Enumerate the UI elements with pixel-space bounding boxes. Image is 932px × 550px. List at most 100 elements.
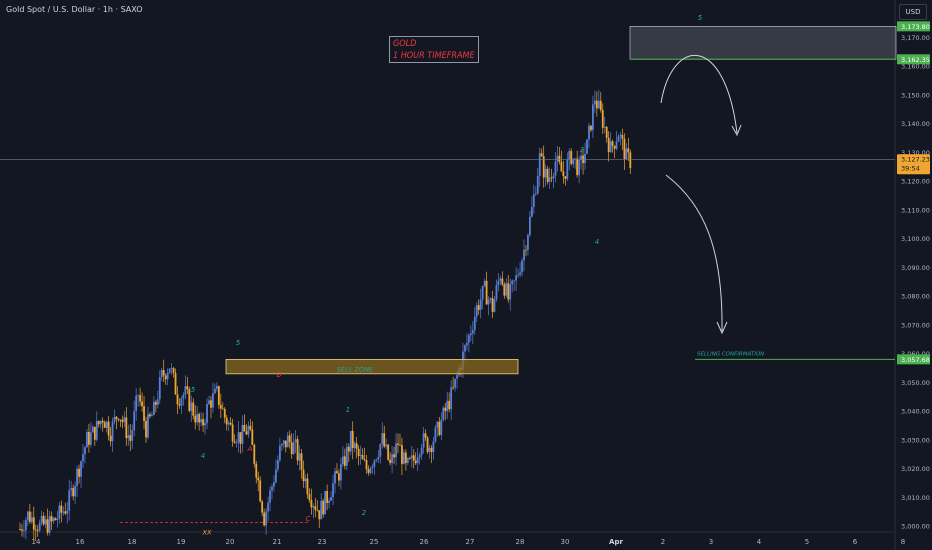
wave-label: 5: [191, 386, 196, 394]
candle-body: [401, 445, 403, 464]
candle-body: [88, 431, 90, 445]
candle-body: [215, 386, 218, 389]
candle-body: [247, 425, 250, 435]
candle-body: [265, 511, 267, 526]
candle-body: [605, 126, 608, 138]
candle-body: [200, 419, 203, 423]
candle-body: [151, 414, 153, 417]
candle-body: [473, 316, 476, 331]
candle-body: [147, 414, 149, 438]
candle-body: [141, 401, 143, 407]
candle-body: [225, 417, 228, 425]
x-tick-label: 18: [128, 538, 137, 546]
candle-body: [438, 421, 441, 435]
candle-body: [521, 260, 523, 273]
candle-body: [204, 423, 206, 426]
wave-label: 5: [698, 14, 703, 22]
candle-body: [393, 454, 395, 458]
candle-body: [322, 500, 325, 515]
candle-body: [469, 333, 472, 336]
candle-body: [135, 395, 138, 412]
current-price-tag: [897, 154, 930, 175]
candle-body: [379, 444, 382, 457]
candle-body: [23, 530, 25, 532]
candle-body: [168, 368, 171, 374]
arrow-head-2: [716, 321, 728, 335]
candle-body: [160, 370, 163, 378]
price-tag-mid-label: 3,162.35: [901, 56, 930, 64]
candle-body: [340, 464, 342, 481]
candle-body: [119, 419, 122, 421]
candle-body: [72, 488, 75, 497]
candle-body: [536, 175, 539, 194]
candle-body: [184, 386, 187, 395]
candle-body: [566, 159, 569, 179]
candle-body: [145, 420, 147, 438]
arrow-head-1: [731, 124, 742, 137]
candle-body: [97, 421, 100, 425]
candle-body: [26, 511, 29, 521]
y-tick-label: 3,060.00: [901, 350, 930, 358]
x-tick-label: 23: [318, 538, 327, 546]
candle-body: [241, 424, 244, 444]
candle-body: [375, 459, 378, 461]
candle-body: [192, 402, 195, 416]
candle-body: [592, 104, 594, 131]
candle-body: [530, 206, 533, 217]
candle-body: [326, 491, 329, 503]
candle-body: [621, 135, 624, 139]
projection-arrow-down: [665, 174, 723, 332]
candle-body: [548, 177, 551, 182]
candle-body: [66, 510, 69, 514]
candle-body: [351, 430, 354, 449]
x-tick-label: 3: [709, 538, 713, 546]
candle-body: [493, 299, 496, 312]
candle-body: [46, 519, 49, 533]
candle-body: [627, 148, 630, 153]
candle-body: [271, 486, 273, 491]
candle-body: [40, 515, 43, 523]
candle-body: [263, 512, 266, 526]
candle-body: [310, 499, 313, 508]
candle-body: [284, 440, 287, 448]
candle-body: [544, 168, 547, 178]
candle-body: [19, 529, 21, 530]
candle-body: [113, 416, 116, 422]
xx-label: XX: [202, 528, 212, 536]
candle-body: [607, 137, 610, 153]
candle-body: [613, 145, 616, 149]
candle-body: [424, 433, 427, 438]
candle-body: [324, 491, 327, 515]
candle-body: [275, 469, 277, 483]
candle-body: [558, 155, 561, 162]
candle-body: [363, 459, 366, 461]
currency-button[interactable]: USD: [899, 4, 927, 20]
candle-body: [349, 430, 352, 452]
candle-body: [467, 335, 470, 343]
candle-body: [127, 435, 130, 439]
candle-body: [178, 404, 181, 406]
x-tick-label: 30: [561, 538, 570, 546]
candle-body: [243, 424, 246, 432]
candle-body: [430, 447, 433, 453]
x-tick-label: 21: [273, 538, 282, 546]
candle-body: [501, 278, 504, 285]
candle-body: [123, 417, 126, 422]
candle-body: [355, 443, 358, 449]
price-tag-mid: [897, 54, 930, 65]
y-tick-label: 3,080.00: [901, 293, 930, 301]
current-price-label: 3,127.23: [901, 155, 930, 163]
y-tick-label: 3,050.00: [901, 379, 930, 387]
candle-body: [111, 421, 114, 442]
candle-body: [78, 468, 80, 477]
candle-body: [84, 447, 86, 455]
candle-body: [546, 168, 549, 182]
candle-body: [538, 153, 541, 176]
candle-body: [343, 456, 346, 466]
candle-body: [221, 408, 224, 410]
candle-body: [479, 299, 482, 310]
wave-label: 4: [595, 238, 599, 246]
candle-body: [367, 469, 370, 473]
candle-body: [231, 424, 234, 442]
